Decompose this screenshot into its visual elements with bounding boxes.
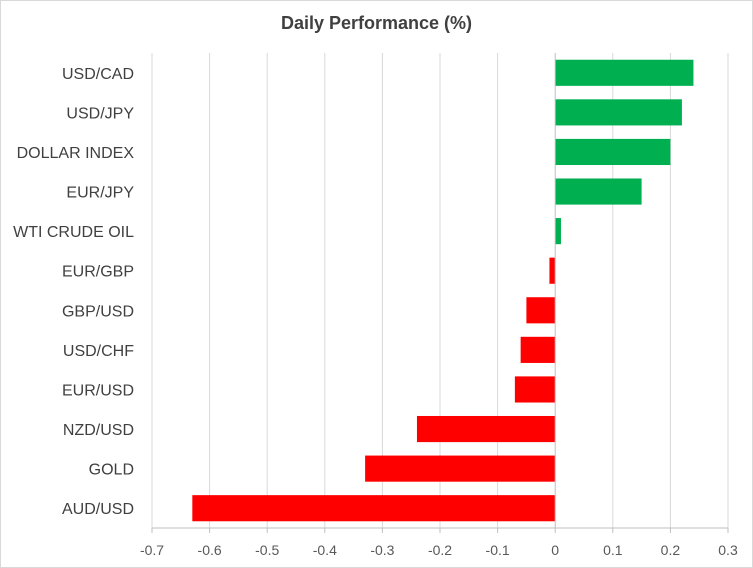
bar-wti-crude-oil <box>555 218 561 245</box>
category-label: EUR/JPY <box>66 185 134 202</box>
x-tick-label: 0 <box>551 542 559 558</box>
bar-eur-gbp <box>549 257 556 284</box>
bar-gold <box>365 455 556 482</box>
bar-usd-chf <box>520 336 556 363</box>
x-tick-label: 0.2 <box>661 542 681 558</box>
bar-eur-jpy <box>555 178 642 205</box>
bar-dollar-index <box>555 138 671 166</box>
category-label: AUD/USD <box>62 501 134 518</box>
category-label: EUR/GBP <box>62 264 134 281</box>
category-label: USD/CHF <box>63 343 134 360</box>
x-tick-label: -0.2 <box>428 542 452 558</box>
bar-aud-usd <box>192 495 556 522</box>
bar-usd-jpy <box>555 99 682 126</box>
bar-gbp-usd <box>526 297 556 324</box>
x-tick-label: -0.1 <box>486 542 510 558</box>
x-tick-label: 0.3 <box>718 542 738 558</box>
x-tick-label: -0.6 <box>198 542 222 558</box>
bar-eur-usd <box>514 376 556 403</box>
bar-usd-cad <box>555 59 694 86</box>
category-label: WTI CRUDE OIL <box>13 224 134 241</box>
category-label: NZD/USD <box>63 422 134 439</box>
category-label: EUR/USD <box>62 382 134 399</box>
x-tick-label: -0.7 <box>140 542 164 558</box>
bar-nzd-usd <box>416 415 556 443</box>
category-label: GOLD <box>89 462 134 479</box>
x-tick-label: -0.4 <box>313 542 337 558</box>
x-tick-label: 0.1 <box>603 542 623 558</box>
category-label: USD/CAD <box>62 66 134 83</box>
category-label: GBP/USD <box>62 303 134 320</box>
chart-title: Daily Performance (%) <box>280 13 473 33</box>
x-tick-label: -0.3 <box>370 542 394 558</box>
x-tick-label: -0.5 <box>255 542 279 558</box>
category-label: DOLLAR INDEX <box>17 145 135 162</box>
category-label: USD/JPY <box>66 105 134 122</box>
